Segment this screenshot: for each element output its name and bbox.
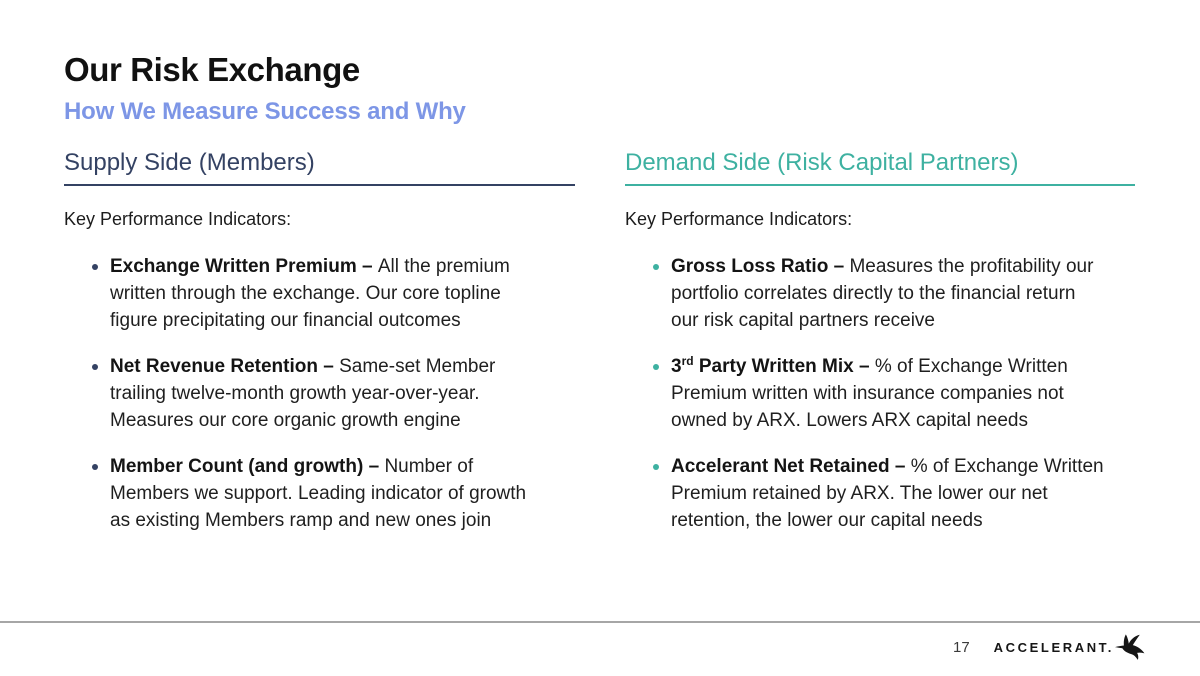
bullet-text: Member Count (and growth) – Number of Me… (110, 453, 575, 534)
footer: 17 ACCELERANT. (953, 630, 1146, 664)
footer-divider (0, 621, 1200, 623)
page-subtitle: How We Measure Success and Why (64, 97, 466, 125)
bullet-body: All the premium written through the exch… (110, 255, 510, 331)
supply-side-heading: Supply Side (Members) (64, 149, 575, 186)
bullet-body: Same-set Member trailing twelve-month gr… (110, 355, 496, 431)
page-title: Our Risk Exchange (64, 51, 360, 88)
bullet-text: Net Revenue Retention – Same-set Member … (110, 353, 575, 434)
supply-kpi-list: Exchange Written Premium – All the premi… (64, 253, 575, 534)
list-item: Accelerant Net Retained – % of Exchange … (653, 453, 1135, 534)
bullet-icon (92, 263, 98, 270)
bullet-lead-superscript: rd (681, 353, 694, 368)
kpi-label: Key Performance Indicators: (64, 208, 292, 229)
bullet-body: % of Exchange Written Premium written wi… (671, 355, 1068, 431)
list-item: Gross Loss Ratio – Measures the profitab… (653, 253, 1135, 334)
hummingbird-icon (1115, 633, 1145, 660)
bullet-icon (92, 463, 98, 470)
two-column-layout: Supply Side (Members) Key Performance In… (64, 149, 1135, 553)
bullet-lead: Net Revenue Retention – (110, 355, 340, 377)
bullet-icon (653, 263, 659, 270)
accelerant-logo: ACCELERANT. (993, 633, 1146, 661)
kpi-label: Key Performance Indicators: (625, 208, 853, 229)
slide-header: Our Risk Exchange How We Measure Success… (64, 0, 1135, 126)
demand-side-heading: Demand Side (Risk Capital Partners) (625, 149, 1135, 186)
supply-side-column: Supply Side (Members) Key Performance In… (64, 149, 575, 553)
bullet-lead: Exchange Written Premium – (110, 255, 378, 277)
bullet-lead: 3 (671, 355, 682, 377)
bullet-lead: Member Count (and growth) – (110, 455, 385, 477)
bullet-text: Gross Loss Ratio – Measures the profitab… (671, 253, 1135, 334)
slide-content: Our Risk Exchange How We Measure Success… (64, 0, 1135, 553)
bullet-lead: Accelerant Net Retained – (671, 455, 911, 477)
bullet-text: 3rd Party Written Mix – % of Exchange Wr… (671, 353, 1135, 434)
demand-kpi-list: Gross Loss Ratio – Measures the profitab… (625, 253, 1135, 534)
bullet-icon (92, 363, 98, 370)
accelerant-wordmark: ACCELERANT. (993, 639, 1114, 655)
list-item: Exchange Written Premium – All the premi… (92, 253, 575, 334)
bullet-body: Number of Members we support. Leading in… (110, 455, 527, 531)
demand-side-column: Demand Side (Risk Capital Partners) Key … (625, 149, 1135, 553)
bullet-lead: Gross Loss Ratio – (671, 255, 850, 277)
list-item: Net Revenue Retention – Same-set Member … (92, 353, 575, 434)
bullet-lead-rest: Party Written Mix – (693, 355, 875, 377)
bullet-text: Accelerant Net Retained – % of Exchange … (671, 453, 1135, 534)
bullet-icon (653, 463, 659, 470)
bullet-body: % of Exchange Written Premium retained b… (671, 455, 1104, 531)
list-item: Member Count (and growth) – Number of Me… (92, 453, 575, 534)
bullet-text: Exchange Written Premium – All the premi… (110, 253, 575, 334)
bullet-icon (653, 363, 659, 370)
page-number: 17 (952, 638, 970, 656)
bullet-body: Measures the profitability our portfolio… (671, 255, 1094, 331)
list-item: 3rd Party Written Mix – % of Exchange Wr… (653, 353, 1135, 434)
